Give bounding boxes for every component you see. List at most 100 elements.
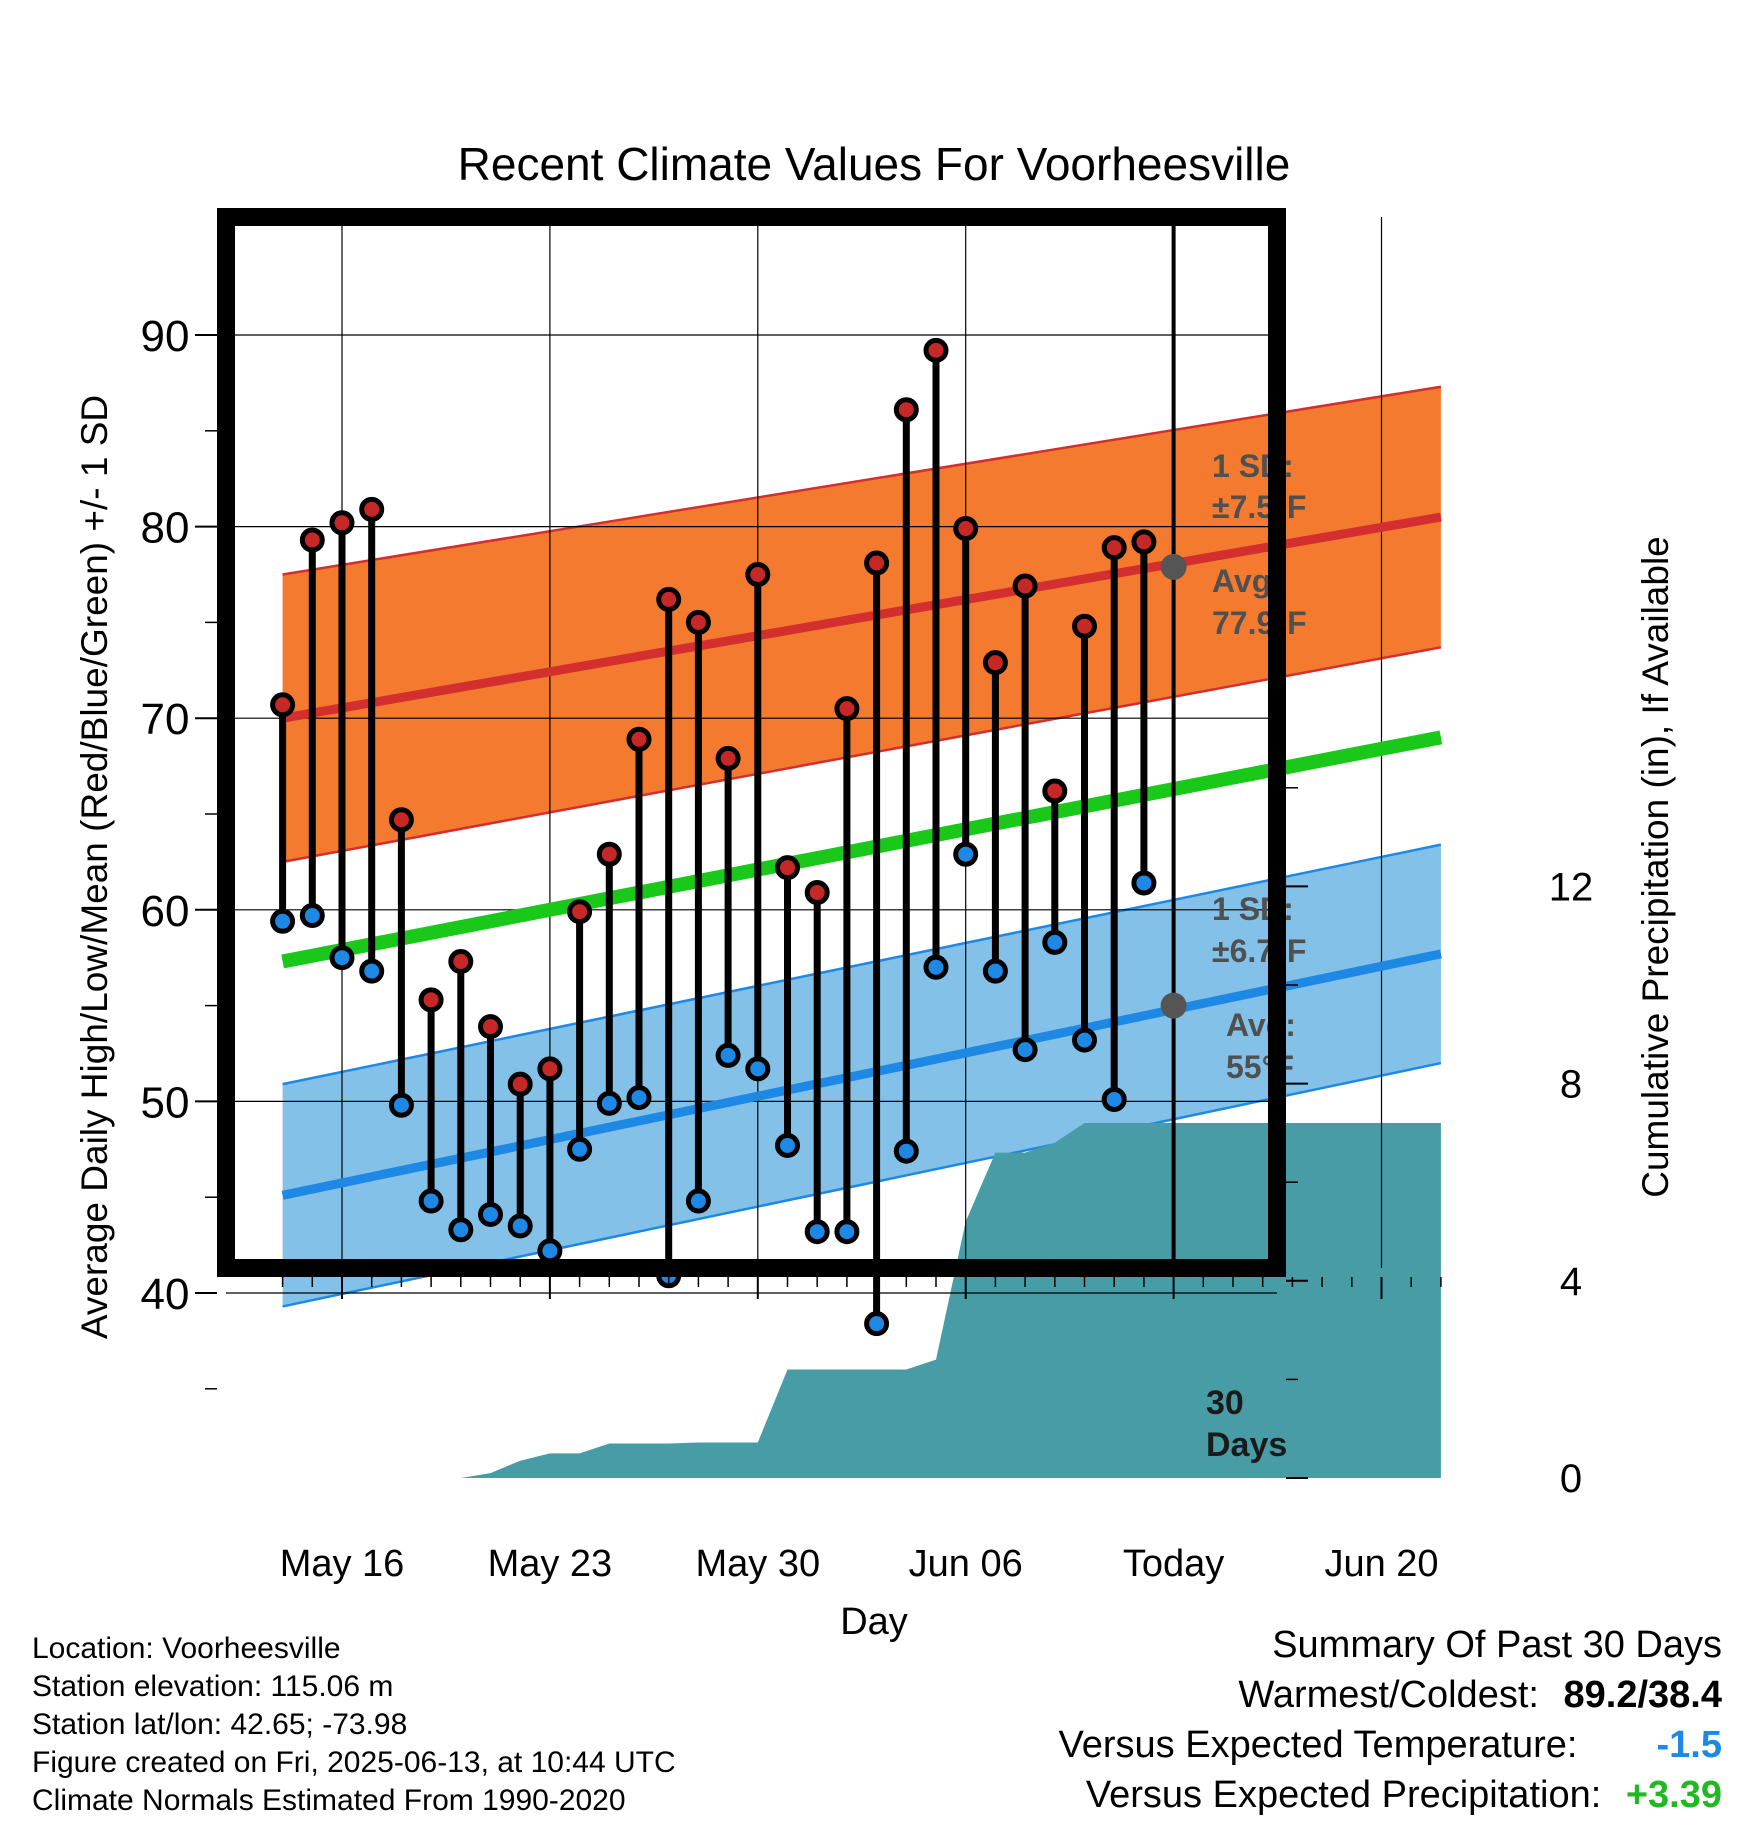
low-point-15 [715, 1042, 741, 1068]
low-point-16 [745, 1056, 771, 1082]
low-avg-marker [1160, 992, 1187, 1019]
x-tick-label-2: May 30 [695, 1543, 820, 1585]
high-point-23 [953, 516, 979, 542]
high-point-18 [804, 880, 830, 906]
low-point-9 [537, 1238, 563, 1264]
mean-normal-line [281, 730, 1443, 969]
high-avg-value: 77.9°F [1212, 605, 1307, 641]
x-tick-label-3: Jun 06 [909, 1543, 1023, 1585]
high-point-13 [656, 586, 682, 612]
x-tick-label-1: May 23 [488, 1543, 613, 1585]
high-point-14 [685, 609, 711, 635]
high-point-1 [299, 527, 325, 553]
high-point-19 [834, 696, 860, 722]
low-point-2 [329, 945, 355, 971]
x-tick-label-5: Jun 20 [1324, 1543, 1438, 1585]
low-point-0 [270, 908, 296, 934]
low-point-22 [923, 954, 949, 980]
days-label-line2: Days [1206, 1426, 1287, 1464]
daily-observations [270, 337, 1157, 1337]
y2-tick-label-12: 12 [1549, 865, 1594, 909]
low-point-21 [893, 1138, 919, 1164]
high-point-29 [1131, 529, 1157, 555]
low-point-29 [1131, 870, 1157, 896]
low-point-23 [953, 841, 979, 867]
high-point-24 [982, 650, 1008, 676]
low-point-5 [418, 1188, 444, 1214]
high-point-8 [507, 1071, 533, 1097]
x-axis-label: Day [840, 1601, 908, 1643]
info-latlon: Station lat/lon: 42.65; -73.98 [32, 1708, 408, 1741]
chart-title: Recent Climate Values For Voorheesville [458, 138, 1291, 190]
low-sd-band-upper-edge [282, 843, 1442, 1086]
low-point-11 [596, 1090, 622, 1116]
low-point-10 [567, 1136, 593, 1162]
high-point-20 [864, 550, 890, 576]
high-point-6 [448, 949, 474, 975]
low-point-8 [507, 1213, 533, 1239]
high-point-15 [715, 745, 741, 771]
high-point-21 [893, 397, 919, 423]
station-info: Location: Voorheesville Station elevatio… [32, 1630, 676, 1820]
info-elevation: Station elevation: 115.06 m [32, 1670, 394, 1703]
high-point-11 [596, 841, 622, 867]
plot-frame [217, 208, 1286, 1277]
y-axis-label: Average Daily High/Low/Mean (Red/Blue/Gr… [74, 395, 115, 1339]
high-point-4 [388, 807, 414, 833]
high-point-25 [1012, 573, 1038, 599]
summary-warmest-value: 89.2/38.4 [1563, 1674, 1722, 1716]
y-tick-label-60: 60 [141, 887, 190, 936]
high-point-27 [1072, 613, 1097, 639]
high-point-28 [1101, 535, 1127, 561]
summary-panel: Summary Of Past 30 Days Warmest/Coldest:… [1059, 1620, 1722, 1820]
low-point-4 [388, 1092, 414, 1118]
high-point-16 [745, 562, 771, 587]
high-sd-band-upper-edge [282, 385, 1442, 576]
low-point-19 [834, 1219, 860, 1245]
high-point-17 [775, 855, 800, 881]
low-point-27 [1072, 1027, 1097, 1053]
normal-lines [281, 512, 1443, 1200]
plot-border [217, 208, 1286, 1277]
high-point-12 [626, 726, 652, 752]
low-point-24 [982, 958, 1008, 984]
info-location: Location: Voorheesville [32, 1632, 341, 1665]
precipitation-area [282, 1123, 1441, 1478]
summary-temp-label: Versus Expected Temperature: [1058, 1724, 1578, 1766]
low-point-7 [478, 1201, 503, 1227]
low-point-26 [1042, 929, 1068, 955]
y2-axis-label: Cumulative Precipitation (in), If Availa… [1635, 536, 1676, 1198]
y-tick-label-70: 70 [141, 695, 190, 744]
summary-precip-row: Versus Expected Precipitation: +3.39 [1059, 1770, 1722, 1820]
high-sd-value: ±7.5°F [1212, 489, 1306, 525]
high-point-9 [537, 1056, 563, 1082]
high-point-7 [478, 1014, 503, 1040]
low-point-12 [626, 1085, 652, 1111]
high-point-0 [270, 692, 296, 718]
summary-precip-value: +3.39 [1625, 1774, 1722, 1816]
high-point-22 [923, 337, 949, 363]
low-point-3 [359, 958, 385, 984]
high-sd-band [282, 386, 1441, 862]
summary-warmest-label: Warmest/Coldest: [1238, 1674, 1539, 1716]
y2-tick-label-0: 0 [1560, 1457, 1582, 1501]
summary-title: Summary Of Past 30 Days [1272, 1624, 1722, 1666]
high-point-2 [329, 510, 355, 536]
summary-precip-label: Versus Expected Precipitation: [1085, 1774, 1602, 1816]
low-point-18 [804, 1219, 830, 1245]
low-point-25 [1012, 1037, 1038, 1063]
high-normal-line [281, 512, 1442, 723]
y2-tick-label-8: 8 [1560, 1063, 1582, 1107]
low-point-1 [299, 903, 325, 929]
summary-temp-value: -1.5 [1656, 1724, 1722, 1766]
summary-warmest-row: Warmest/Coldest: 89.2/38.4 [1059, 1670, 1722, 1720]
y2-tick-label-4: 4 [1560, 1260, 1582, 1304]
y-tick-label-90: 90 [141, 312, 190, 361]
days-label-line1: 30 [1206, 1384, 1244, 1422]
y-tick-label-80: 80 [141, 504, 190, 553]
high-point-26 [1042, 778, 1068, 804]
high-avg-marker [1160, 553, 1187, 580]
low-point-14 [685, 1188, 711, 1214]
info-normals: Climate Normals Estimated From 1990-2020 [32, 1784, 626, 1817]
